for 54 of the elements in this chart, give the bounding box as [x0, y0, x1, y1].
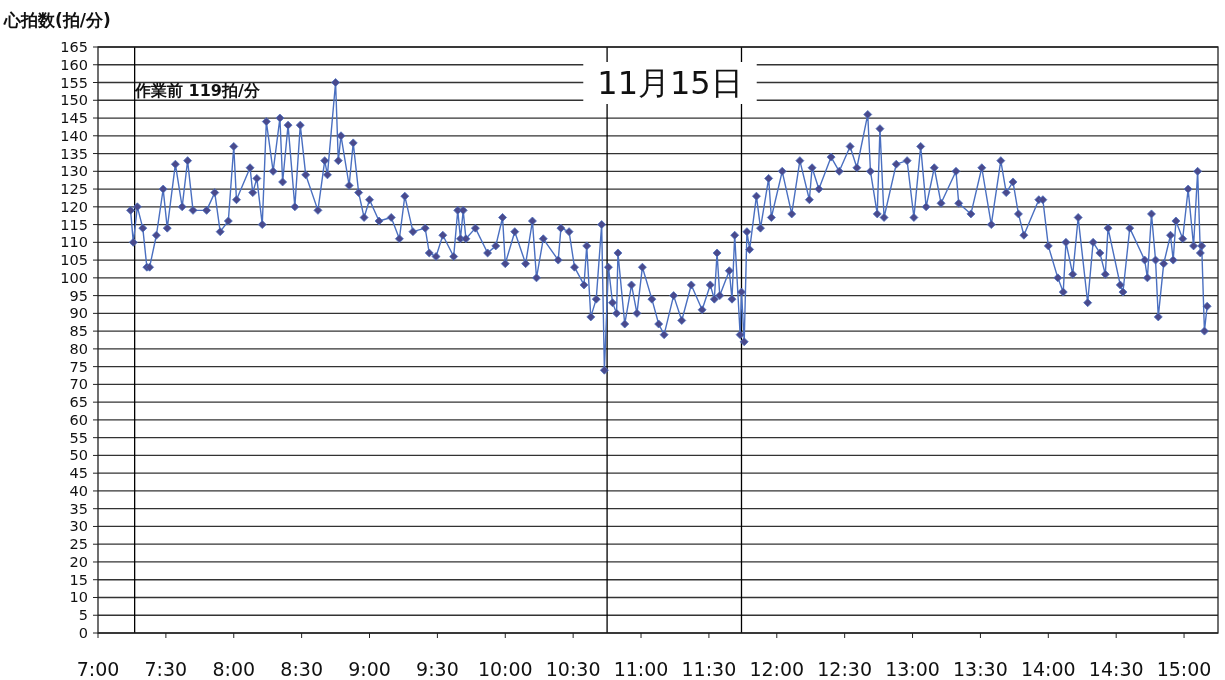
y-tick-label: 70	[69, 376, 88, 393]
y-tick-label: 40	[69, 482, 88, 499]
y-tick-label: 30	[69, 518, 88, 535]
y-tick-label: 15	[69, 571, 88, 588]
x-tick-label: 8:30	[280, 658, 323, 680]
x-tick-label: 7:00	[76, 658, 120, 680]
x-tick-label: 7:30	[144, 658, 188, 680]
annotation: 作業前 119拍/分	[134, 81, 261, 100]
y-tick-label: 130	[60, 163, 88, 180]
x-tick-label: 11:00	[613, 658, 669, 680]
x-tick-label: 8:00	[212, 658, 256, 680]
y-tick-label: 65	[69, 394, 88, 411]
x-tick-label: 13:30	[953, 658, 1008, 680]
x-tick-label: 14:00	[1020, 658, 1076, 680]
y-tick-label: 90	[69, 305, 88, 322]
x-tick-label: 12:30	[817, 658, 873, 680]
x-tick-label: 10:30	[545, 658, 601, 680]
y-tick-label: 45	[69, 465, 88, 482]
y-tick-label: 85	[69, 323, 88, 340]
y-tick-label: 5	[78, 607, 88, 624]
y-axis-title: 心拍数(拍/分)	[3, 10, 111, 30]
x-tick-label: 9:00	[348, 658, 391, 680]
x-tick-label: 12:00	[749, 658, 805, 680]
x-tick-label: 11:30	[681, 658, 737, 680]
y-tick-label: 145	[60, 110, 88, 127]
y-tick-label: 20	[69, 553, 88, 570]
y-tick-label: 115	[60, 216, 88, 233]
y-tick-label: 160	[60, 56, 88, 73]
x-tick-label: 14:30	[1088, 658, 1144, 680]
x-tick-label: 15:00	[1156, 658, 1212, 680]
text: 11月15日	[597, 64, 743, 102]
y-tick-label: 50	[69, 447, 88, 464]
x-tick-label: 13:00	[885, 658, 940, 680]
x-tick-label: 9:30	[416, 658, 459, 680]
y-tick-label: 100	[60, 269, 88, 286]
x-tick-label: 10:00	[477, 658, 533, 680]
y-tick-label: 110	[60, 234, 88, 251]
y-tick-label: 55	[69, 429, 88, 446]
y-tick-label: 135	[60, 145, 88, 162]
y-tick-label: 25	[69, 536, 88, 553]
y-tick-label: 35	[69, 500, 88, 517]
y-tick-label: 60	[69, 411, 88, 428]
y-tick-label: 75	[69, 358, 88, 375]
y-tick-label: 155	[60, 74, 88, 91]
y-tick-label: 140	[60, 127, 88, 144]
y-tick-label: 105	[60, 252, 88, 269]
y-tick-label: 125	[60, 181, 88, 198]
y-tick-label: 0	[78, 625, 88, 641]
y-tick-label: 150	[60, 92, 88, 109]
y-tick-label: 80	[69, 340, 88, 357]
y-tick-label: 165	[60, 39, 88, 55]
y-tick-label: 120	[60, 198, 88, 215]
y-tick-label: 10	[69, 589, 88, 606]
y-tick-label: 95	[69, 287, 88, 304]
